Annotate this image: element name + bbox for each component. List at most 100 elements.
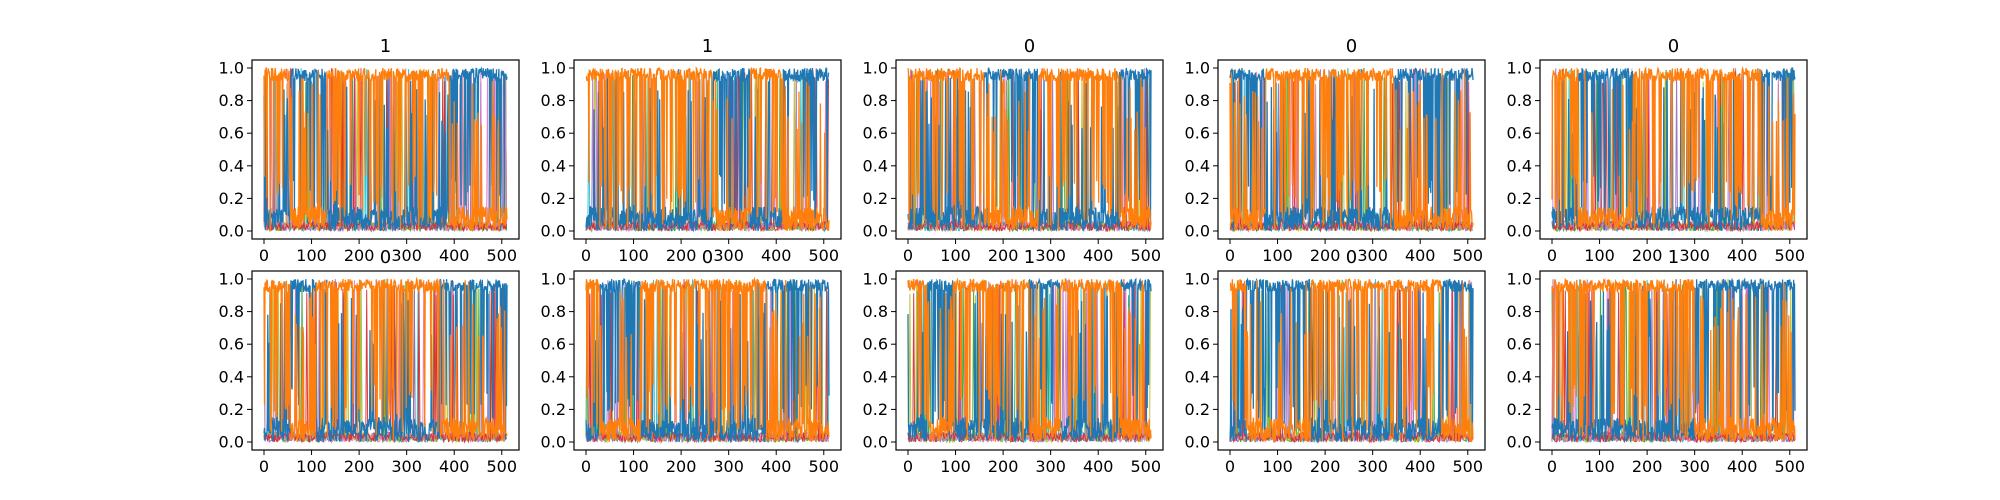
y-tick-label: 1.0 [1507,270,1532,289]
y-tick-label: 0.6 [541,335,566,354]
series-line-orange [907,66,1152,232]
y-tick-label: 0.8 [219,302,244,321]
series-line-blue [1551,67,1796,232]
y-tick-label: 0.0 [1507,222,1532,241]
y-tick-label: 0.0 [219,222,244,241]
x-tick-label: 300 [391,457,422,476]
y-tick-label: 0.4 [541,156,566,175]
x-tick-label: 0 [581,246,591,265]
x-tick-label: 100 [296,457,327,476]
y-tick-label: 0.2 [219,189,244,208]
x-tick-label: 200 [988,246,1019,265]
series-line-orange [585,276,830,443]
y-tick-label: 0.2 [1185,400,1210,419]
plot-area [1229,67,1474,233]
y-tick-label: 0.0 [1185,222,1210,241]
y-tick-label: 0.4 [1507,156,1532,175]
subplot-title: 1 [380,36,391,57]
y-tick-label: 0.2 [863,400,888,419]
axes-frame [1539,270,1808,451]
y-tick-label: 1.0 [541,59,566,78]
y-tick-label: 0.4 [1507,367,1532,386]
subplot-9: 0.0 0.2 0.4 0.6 0.8 1.0 0 100 200 300 400 500 0 [1185,247,1486,476]
y-tick-label: 0.4 [863,367,888,386]
y-tick-label: 0.2 [863,189,888,208]
y-tick-label: 0.0 [1185,433,1210,452]
series-line-orange [907,277,1152,443]
plot-area [1551,65,1796,233]
y-tick-label: 0.2 [1507,189,1532,208]
x-tick-label: 300 [713,457,744,476]
y-tick-label: 1.0 [1185,270,1210,289]
series-line-orange [1229,67,1474,232]
x-tick-label: 200 [1632,457,1663,476]
y-tick-label: 0.0 [541,433,566,452]
plot-area [585,276,830,444]
y-tick-label: 0.6 [863,124,888,143]
x-tick-label: 0 [903,246,913,265]
subplot-title: 0 [1346,36,1357,57]
y-tick-label: 0.6 [863,335,888,354]
y-tick-label: 0.2 [541,189,566,208]
y-tick-label: 0.6 [1185,124,1210,143]
y-tick-label: 0.0 [863,222,888,241]
x-tick-label: 300 [1035,457,1066,476]
y-tick-label: 0.8 [541,91,566,110]
axes-frame [895,270,1164,451]
x-tick-label: 300 [1035,246,1066,265]
x-tick-label: 500 [1130,246,1161,265]
subplot-title: 0 [702,247,713,268]
x-tick-label: 400 [761,246,792,265]
series-line-minor-5 [907,279,1151,444]
subplot-title: 1 [1668,247,1679,268]
x-tick-label: 200 [344,457,375,476]
y-tick-label: 0.6 [219,124,244,143]
plot-area [907,66,1152,233]
y-tick-label: 1.0 [863,59,888,78]
y-tick-label: 0.0 [219,433,244,452]
y-tick-label: 0.8 [1185,302,1210,321]
y-tick-label: 0.8 [1185,91,1210,110]
x-tick-label: 100 [618,457,649,476]
subplot-title: 0 [1668,36,1679,57]
subplot-title: 1 [1024,247,1035,268]
series-line-minor-6 [907,69,1151,233]
y-tick-label: 0.8 [863,302,888,321]
series-line-blue [263,278,508,443]
y-tick-label: 0.8 [1507,302,1532,321]
x-tick-label: 0 [1225,457,1235,476]
x-tick-label: 500 [486,246,517,265]
axes-frame [895,59,1164,240]
x-tick-label: 400 [439,246,470,265]
axes-frame [251,270,520,451]
x-tick-label: 0 [259,246,269,265]
y-tick-label: 0.8 [863,91,888,110]
series-line-orange [263,276,508,443]
y-tick-label: 0.6 [1185,335,1210,354]
plot-area [263,276,508,444]
x-tick-label: 100 [1584,246,1615,265]
series-line-orange [1551,277,1796,443]
series-line-blue [263,66,508,231]
x-tick-label: 300 [1357,457,1388,476]
series-line-orange [1229,278,1474,443]
y-tick-label: 0.4 [863,156,888,175]
x-tick-label: 100 [618,246,649,265]
x-tick-label: 100 [1262,457,1293,476]
y-tick-label: 0.6 [1507,124,1532,143]
subplot-3: 0.0 0.2 0.4 0.6 0.8 1.0 0 100 200 300 400 500 0 [863,36,1164,265]
y-tick-label: 0.6 [1507,335,1532,354]
x-tick-label: 0 [581,457,591,476]
y-tick-label: 0.0 [863,433,888,452]
y-tick-label: 0.0 [541,222,566,241]
y-tick-label: 0.8 [219,91,244,110]
y-tick-label: 0.2 [1185,189,1210,208]
series-line-blue [907,277,1152,443]
x-tick-label: 300 [1679,246,1710,265]
x-tick-label: 400 [1727,457,1758,476]
plot-area [907,277,1152,444]
subplot-7: 0.0 0.2 0.4 0.6 0.8 1.0 0 100 200 300 400 500 0 [541,247,842,476]
x-tick-label: 200 [666,246,697,265]
series-line-orange [1551,65,1796,232]
